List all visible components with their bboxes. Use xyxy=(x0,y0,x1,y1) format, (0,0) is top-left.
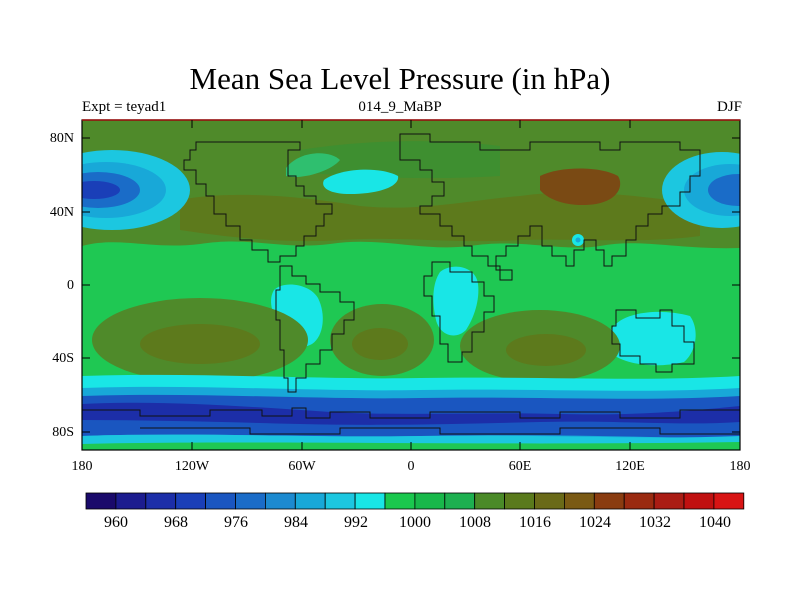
period-label: 014_9_MaBP xyxy=(358,99,442,115)
lon-label-180w: 180 xyxy=(71,459,93,474)
colorbar-box xyxy=(175,492,206,510)
season-label: DJF xyxy=(716,99,742,115)
map-title: Mean Sea Level Pressure (in hPa) xyxy=(189,61,611,96)
colorbar-box xyxy=(534,492,565,510)
colorbar-box xyxy=(205,492,236,510)
colorbar-label-960: 960 xyxy=(104,514,128,531)
colorbar-label-984: 984 xyxy=(284,514,308,531)
lat-label-40n: 40N xyxy=(49,205,74,220)
lon-label-120w: 120W xyxy=(174,459,210,474)
colorbar-box xyxy=(85,492,117,510)
colorbar-label-968: 968 xyxy=(164,514,188,531)
colorbar-box xyxy=(504,492,535,510)
colorbar-box xyxy=(294,492,326,510)
colorbar-box xyxy=(145,492,177,510)
experiment-label: Expt = teyad1 xyxy=(82,99,167,115)
lat-ticks xyxy=(82,137,740,433)
colorbar-label-1024: 1024 xyxy=(579,514,611,531)
colorbar-box xyxy=(564,492,595,510)
colorbar-box xyxy=(683,492,715,510)
lat-label-80s: 80S xyxy=(52,425,74,440)
lon-label-60w: 60W xyxy=(288,459,316,474)
colorbar-box xyxy=(235,492,266,510)
colorbar-label-1008: 1008 xyxy=(459,514,491,531)
lon-ticks xyxy=(81,120,741,450)
colorbar-box xyxy=(444,492,476,510)
colorbar-box xyxy=(474,492,506,510)
lon-label-0: 0 xyxy=(407,459,415,474)
colorbar-box xyxy=(264,492,296,510)
coastlines xyxy=(82,133,740,435)
lat-label-40s: 40S xyxy=(52,351,74,366)
colorbar-box xyxy=(713,492,745,510)
colorbar-box xyxy=(115,492,147,510)
colorbar-label-1040: 1040 xyxy=(699,514,731,531)
colorbar-label-1032: 1032 xyxy=(639,514,671,531)
colorbar-box xyxy=(354,492,386,510)
colorbar-box xyxy=(593,492,625,510)
colorbar-box xyxy=(324,492,356,510)
colorbar-box xyxy=(414,492,446,510)
lat-label-0: 0 xyxy=(67,278,74,293)
colorbar xyxy=(85,492,745,510)
colorbar-label-1016: 1016 xyxy=(519,514,551,531)
colorbar-label-976: 976 xyxy=(224,514,248,531)
colorbar-box xyxy=(653,492,685,510)
colorbar-label-1000: 1000 xyxy=(399,514,431,531)
lon-label-60e: 60E xyxy=(508,459,532,474)
colorbar-label-992: 992 xyxy=(344,514,368,531)
lon-label-120e: 120E xyxy=(615,459,645,474)
lat-label-80n: 80N xyxy=(49,131,74,146)
pressure-field xyxy=(82,120,740,450)
lon-label-180e: 180 xyxy=(729,459,751,474)
colorbar-box xyxy=(384,492,416,510)
colorbar-box xyxy=(623,492,655,510)
